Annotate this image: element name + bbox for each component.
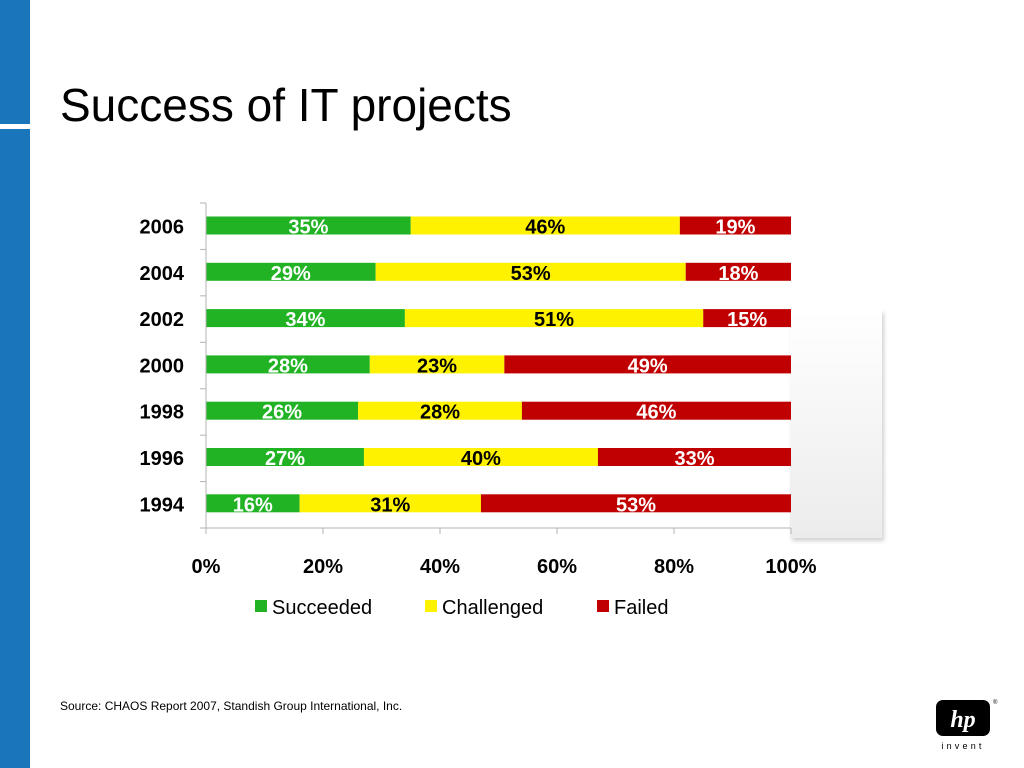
bar-segment-challenged-2004: [375, 262, 686, 281]
side-accent-notch: [0, 124, 30, 129]
bar-segment-failed-2004: [685, 262, 791, 281]
legend-swatch-failed: [597, 600, 609, 612]
legend-label-challenged: Challenged: [442, 597, 543, 619]
bar-segment-failed-2000: [504, 355, 791, 374]
bar-segment-challenged-1994: [299, 494, 481, 513]
data-label-succeeded-2006: 35%: [288, 217, 328, 239]
hp-logo-registered-mark: ®: [993, 699, 998, 706]
data-label-challenged-2006: 46%: [525, 217, 565, 239]
data-label-succeeded-2004: 29%: [271, 263, 311, 285]
data-label-challenged-1998: 28%: [420, 402, 460, 424]
data-label-succeeded-2002: 34%: [285, 309, 325, 331]
data-labels-layer: 35% 46% 19% 29% 53% 18% 34% 51% 15% 28% 23% 49% 26% 2…: [233, 217, 768, 517]
data-label-succeeded-1994: 16%: [233, 494, 273, 516]
category-label-2006: 2006: [140, 217, 185, 239]
bar-segment-failed-2002: [703, 309, 791, 328]
data-label-challenged-2002: 51%: [534, 309, 574, 331]
data-label-failed-2004: 18%: [718, 263, 758, 285]
x-tick-label-40pct: 40%: [420, 556, 460, 578]
bar-segment-succeeded-2004: [206, 262, 376, 281]
hp-logo: hp ® invent: [936, 699, 998, 751]
x-tick-label-100pct: 100%: [765, 556, 816, 578]
axes-layer: 2006 2004 2002 2000 1998 1996 1994 0% 20% 40% 60% 8…: [140, 202, 817, 578]
data-label-challenged-1996: 40%: [461, 448, 501, 470]
bar-segment-succeeded-1996: [206, 448, 364, 466]
category-label-1994: 1994: [140, 494, 185, 516]
data-label-challenged-2000: 23%: [417, 355, 457, 377]
bar-segment-challenged-2002: [404, 309, 704, 328]
bar-segment-failed-2006: [679, 216, 791, 235]
data-label-failed-1998: 46%: [636, 402, 676, 424]
bar-segment-succeeded-2006: [206, 216, 411, 235]
data-label-succeeded-1996: 27%: [265, 448, 305, 470]
x-tick-label-80pct: 80%: [654, 556, 694, 578]
data-label-challenged-1994: 31%: [370, 494, 410, 516]
bar-segment-succeeded-2002: [206, 309, 405, 328]
data-label-succeeded-2000: 28%: [268, 355, 308, 377]
data-label-challenged-2004: 53%: [511, 263, 551, 285]
data-label-failed-1996: 33%: [674, 448, 714, 470]
x-tick-label-0pct: 0%: [192, 556, 221, 578]
source-note: Source: CHAOS Report 2007, Standish Grou…: [60, 699, 403, 713]
x-tick-label-60pct: 60%: [537, 556, 577, 578]
data-label-failed-1994: 53%: [616, 494, 656, 516]
data-label-succeeded-1998: 26%: [262, 402, 302, 424]
slide-title: Success of IT projects: [60, 79, 512, 131]
data-label-failed-2002: 15%: [727, 309, 767, 331]
plot-area-shade: [790, 310, 882, 538]
bars-layer: [206, 216, 791, 513]
legend-label-failed: Failed: [614, 597, 668, 619]
data-label-failed-2006: 19%: [715, 217, 755, 239]
category-label-2002: 2002: [140, 309, 185, 331]
bar-segment-succeeded-1994: [206, 494, 300, 513]
bar-segment-challenged-2000: [369, 355, 505, 374]
legend: Succeeded Challenged Failed: [255, 597, 668, 619]
hp-logo-tagline: invent: [941, 741, 984, 751]
bar-segment-challenged-1998: [358, 401, 522, 420]
bar-segment-failed-1994: [480, 494, 791, 513]
data-label-failed-2000: 49%: [628, 355, 668, 377]
legend-swatch-challenged: [425, 600, 437, 612]
category-label-1996: 1996: [140, 448, 185, 470]
category-label-2000: 2000: [140, 355, 185, 377]
bar-segment-succeeded-1998: [206, 401, 359, 420]
bar-segment-failed-1996: [597, 448, 791, 466]
category-label-2004: 2004: [140, 263, 185, 285]
x-tick-label-20pct: 20%: [303, 556, 343, 578]
legend-swatch-succeeded: [255, 600, 267, 612]
bar-segment-succeeded-2000: [206, 355, 370, 374]
bar-segment-challenged-1996: [363, 448, 598, 466]
legend-label-succeeded: Succeeded: [272, 597, 372, 619]
bar-segment-challenged-2006: [410, 216, 680, 235]
hp-logo-wordmark: hp: [950, 707, 975, 733]
bar-segment-failed-1998: [521, 401, 791, 420]
category-label-1998: 1998: [140, 402, 185, 424]
